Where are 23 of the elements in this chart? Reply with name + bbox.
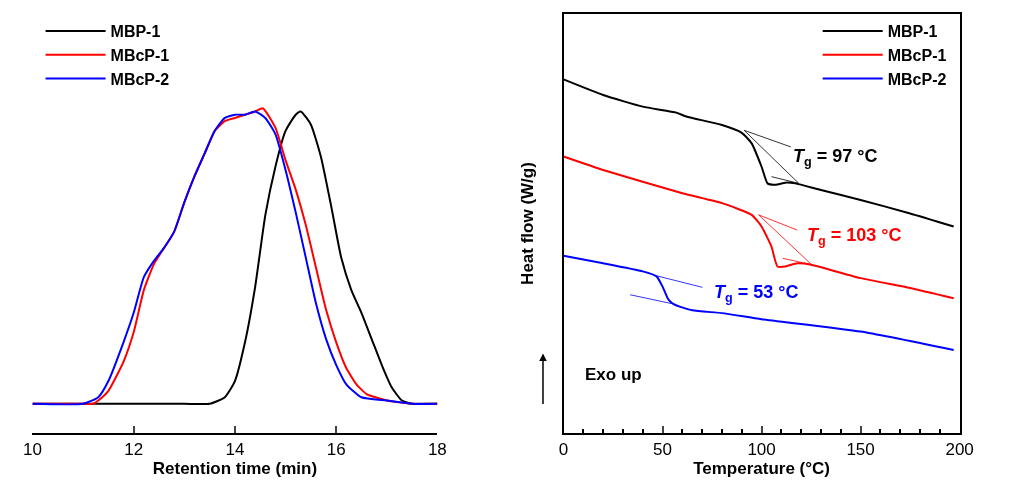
- x-tick-label: 100: [747, 440, 776, 460]
- x-tick-label: 18: [427, 440, 447, 460]
- x-axis-title: Temperature (°C): [693, 459, 830, 479]
- legend-label: MBP-1: [110, 23, 161, 41]
- x-tick-label: 200: [945, 440, 974, 460]
- x-tick-label: 12: [124, 440, 144, 460]
- x-tick-label: 150: [846, 440, 875, 460]
- legend-label: MBcP-2: [887, 70, 947, 88]
- annotation: T$_{g}$ = 53 °C: [714, 282, 799, 305]
- legend-label: MBcP-2: [110, 70, 170, 88]
- annotation: Exo up: [585, 365, 642, 384]
- x-tick-label: 14: [225, 440, 245, 460]
- legend-label: MBcP-1: [887, 46, 947, 64]
- annotation: T$_{g}$ = 103 °C: [807, 225, 902, 248]
- x-tick-label: 50: [653, 440, 673, 460]
- x-tick-label: 10: [23, 440, 42, 460]
- x-axis-title: Retention time (min): [152, 459, 318, 479]
- y-axis-title: Heat flow (W/g): [517, 162, 537, 285]
- legend-label: MBcP-1: [110, 46, 170, 64]
- x-tick-label: 0: [558, 440, 569, 460]
- annotation: T$_{g}$ = 97 °C: [793, 146, 878, 169]
- x-tick-label: 16: [326, 440, 346, 460]
- legend-label: MBP-1: [887, 23, 938, 41]
